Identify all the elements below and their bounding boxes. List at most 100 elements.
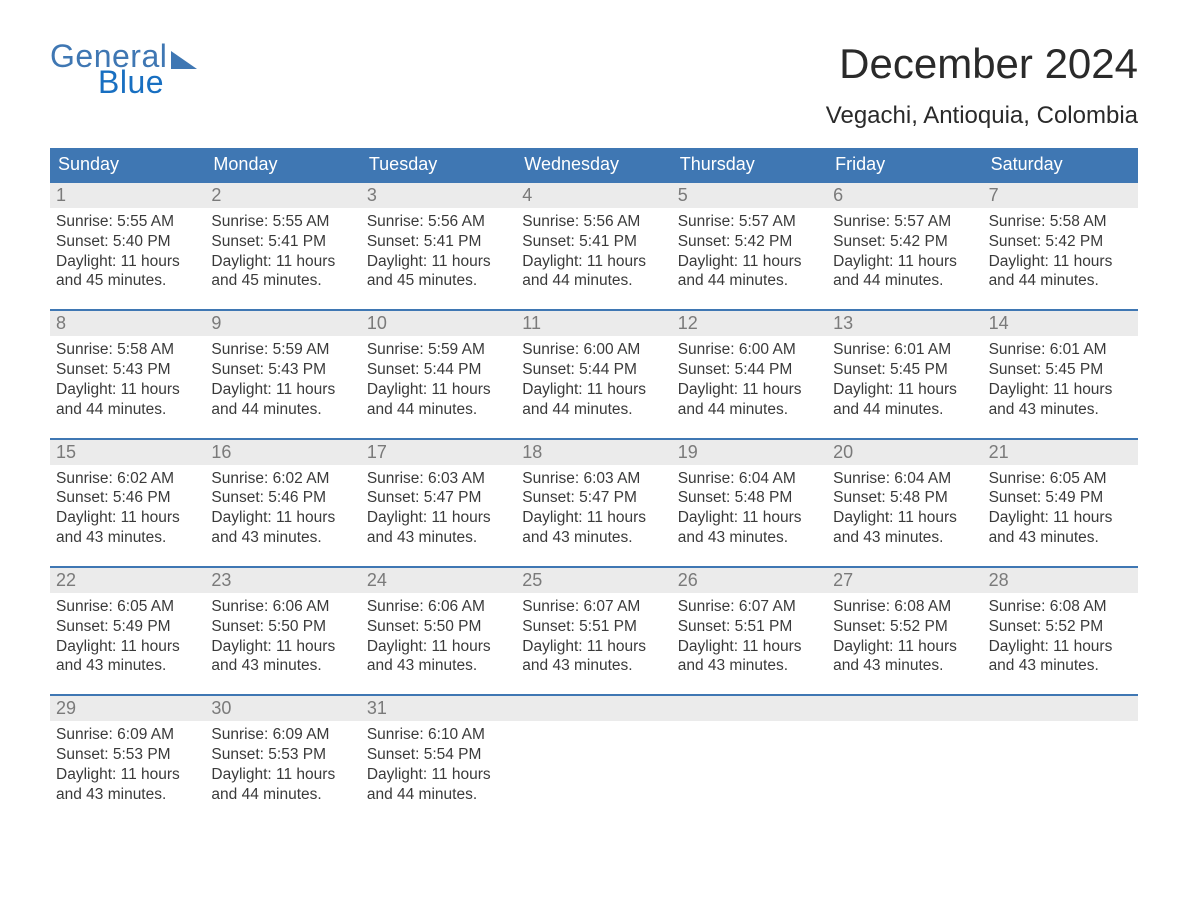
day-number: [827, 696, 982, 721]
daylight-line: Daylight: 11 hours and 44 minutes.: [522, 252, 665, 292]
day-number: 23: [205, 568, 360, 593]
day-cell: Sunrise: 6:02 AMSunset: 5:46 PMDaylight:…: [205, 465, 360, 552]
sunset-line: Sunset: 5:48 PM: [678, 488, 821, 508]
sunrise-line: Sunrise: 6:06 AM: [367, 597, 510, 617]
daylight-line: Daylight: 11 hours and 44 minutes.: [367, 380, 510, 420]
sunrise-line: Sunrise: 5:57 AM: [833, 212, 976, 232]
dow-header-cell: Tuesday: [361, 148, 516, 181]
daylight-line: Daylight: 11 hours and 45 minutes.: [367, 252, 510, 292]
day-number: 8: [50, 311, 205, 336]
sunrise-line: Sunrise: 5:57 AM: [678, 212, 821, 232]
sunrise-line: Sunrise: 6:06 AM: [211, 597, 354, 617]
logo-triangle-icon: [171, 51, 197, 69]
week-row: 293031Sunrise: 6:09 AMSunset: 5:53 PMDay…: [50, 694, 1138, 808]
sunrise-line: Sunrise: 5:58 AM: [56, 340, 199, 360]
daynum-row: 1234567: [50, 183, 1138, 208]
daylight-line: Daylight: 11 hours and 43 minutes.: [367, 637, 510, 677]
day-number: 29: [50, 696, 205, 721]
sunset-line: Sunset: 5:46 PM: [211, 488, 354, 508]
daynum-row: 22232425262728: [50, 568, 1138, 593]
daylight-line: Daylight: 11 hours and 43 minutes.: [211, 508, 354, 548]
day-number: 28: [983, 568, 1138, 593]
sunset-line: Sunset: 5:48 PM: [833, 488, 976, 508]
sunset-line: Sunset: 5:50 PM: [367, 617, 510, 637]
day-cell: Sunrise: 6:01 AMSunset: 5:45 PMDaylight:…: [983, 336, 1138, 423]
day-cell: Sunrise: 5:55 AMSunset: 5:41 PMDaylight:…: [205, 208, 360, 295]
daylight-line: Daylight: 11 hours and 45 minutes.: [211, 252, 354, 292]
sunrise-line: Sunrise: 6:09 AM: [211, 725, 354, 745]
sunset-line: Sunset: 5:43 PM: [211, 360, 354, 380]
sunset-line: Sunset: 5:47 PM: [522, 488, 665, 508]
sunrise-line: Sunrise: 6:00 AM: [678, 340, 821, 360]
logo: General Blue: [50, 40, 197, 98]
day-number: 22: [50, 568, 205, 593]
day-cell: Sunrise: 6:03 AMSunset: 5:47 PMDaylight:…: [361, 465, 516, 552]
sunset-line: Sunset: 5:53 PM: [56, 745, 199, 765]
day-number: [516, 696, 671, 721]
sunrise-line: Sunrise: 6:01 AM: [833, 340, 976, 360]
daylight-line: Daylight: 11 hours and 43 minutes.: [522, 508, 665, 548]
day-number: 14: [983, 311, 1138, 336]
daylight-line: Daylight: 11 hours and 44 minutes.: [211, 765, 354, 805]
day-cell: Sunrise: 6:06 AMSunset: 5:50 PMDaylight:…: [205, 593, 360, 680]
sunset-line: Sunset: 5:51 PM: [522, 617, 665, 637]
sunrise-line: Sunrise: 5:59 AM: [367, 340, 510, 360]
sunset-line: Sunset: 5:54 PM: [367, 745, 510, 765]
header: General Blue December 2024 Vegachi, Anti…: [50, 40, 1138, 142]
sunset-line: Sunset: 5:41 PM: [367, 232, 510, 252]
day-cell: [516, 721, 671, 808]
sunrise-line: Sunrise: 5:56 AM: [522, 212, 665, 232]
day-number: 16: [205, 440, 360, 465]
day-cell: Sunrise: 5:57 AMSunset: 5:42 PMDaylight:…: [827, 208, 982, 295]
week-row: 22232425262728 Sunrise: 6:05 AM Sunset: 5:…: [50, 566, 1138, 680]
logo-word-blue: Blue: [98, 66, 197, 98]
daylight-line: Daylight: 11 hours and 43 minutes.: [989, 380, 1132, 420]
dow-header-cell: Sunday: [50, 148, 205, 181]
daylight-line: Daylight: 11 hours and 44 minutes.: [56, 380, 199, 420]
daylight-line: Daylight: 11 hours and 43 minutes.: [56, 508, 199, 548]
week-row: 891011121314Sunrise: 5:58 AMSunset: 5:43…: [50, 309, 1138, 423]
day-cell: Sunrise: 6:10 AMSunset: 5:54 PMDaylight:…: [361, 721, 516, 808]
calendar: SundayMondayTuesdayWednesdayThursdayFrid…: [50, 148, 1138, 809]
month-title: December 2024: [826, 40, 1138, 88]
day-number: [672, 696, 827, 721]
day-cell: Sunrise: 6:05 AMSunset: 5:49 PMDaylight:…: [983, 465, 1138, 552]
day-cell: Sunrise: 6:08 AMSunset: 5:52 PMDaylight:…: [983, 593, 1138, 680]
sunset-line: Sunset: 5:51 PM: [678, 617, 821, 637]
day-number: 13: [827, 311, 982, 336]
sunrise-line: Sunrise: 6:03 AM: [522, 469, 665, 489]
day-number: 6: [827, 183, 982, 208]
sunrise-line: Sunrise: 6:07 AM: [678, 597, 821, 617]
day-number: 2: [205, 183, 360, 208]
day-number: [983, 696, 1138, 721]
day-number: 1: [50, 183, 205, 208]
daylight-line: Daylight: 11 hours and 43 minutes.: [833, 508, 976, 548]
daylight-line: Daylight: 11 hours and 43 minutes.: [989, 508, 1132, 548]
day-cell: Sunrise: 6:07 AMSunset: 5:51 PMDaylight:…: [672, 593, 827, 680]
sunset-line: Sunset: 5:45 PM: [989, 360, 1132, 380]
day-cell: Sunrise: 5:59 AMSunset: 5:43 PMDaylight:…: [205, 336, 360, 423]
daylight-line: Daylight: 11 hours and 45 minutes.: [56, 252, 199, 292]
day-number: 11: [516, 311, 671, 336]
sunrise-line: Sunrise: 6:05 AM: [56, 597, 199, 617]
sunset-line: Sunset: 5:52 PM: [989, 617, 1132, 637]
daylight-line: Daylight: 11 hours and 44 minutes.: [989, 252, 1132, 292]
day-cell: Sunrise: 5:56 AMSunset: 5:41 PMDaylight:…: [361, 208, 516, 295]
day-cell: [827, 721, 982, 808]
dow-header-row: SundayMondayTuesdayWednesdayThursdayFrid…: [50, 148, 1138, 181]
daylight-line: Daylight: 11 hours and 43 minutes.: [989, 637, 1132, 677]
location-subtitle: Vegachi, Antioquia, Colombia: [826, 102, 1138, 130]
sunset-line: Sunset: 5:49 PM: [989, 488, 1132, 508]
sunrise-line: Sunrise: 6:03 AM: [367, 469, 510, 489]
sunrise-line: Sunrise: 6:08 AM: [833, 597, 976, 617]
sunrise-line: Sunrise: 6:02 AM: [56, 469, 199, 489]
daylight-line: Daylight: 11 hours and 43 minutes.: [522, 637, 665, 677]
sunset-line: Sunset: 5:42 PM: [678, 232, 821, 252]
sunset-line: Sunset: 5:43 PM: [56, 360, 199, 380]
sunrise-line: Sunrise: 5:59 AM: [211, 340, 354, 360]
daylight-line: Daylight: 11 hours and 44 minutes.: [833, 252, 976, 292]
daylight-line: Daylight: 11 hours and 43 minutes.: [367, 508, 510, 548]
sunrise-line: Sunrise: 6:10 AM: [367, 725, 510, 745]
day-number: 27: [827, 568, 982, 593]
sunset-line: Sunset: 5:52 PM: [833, 617, 976, 637]
